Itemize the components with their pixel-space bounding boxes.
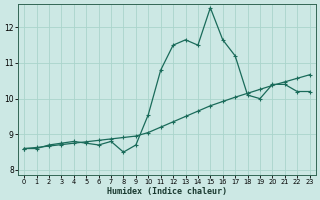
- X-axis label: Humidex (Indice chaleur): Humidex (Indice chaleur): [107, 187, 227, 196]
